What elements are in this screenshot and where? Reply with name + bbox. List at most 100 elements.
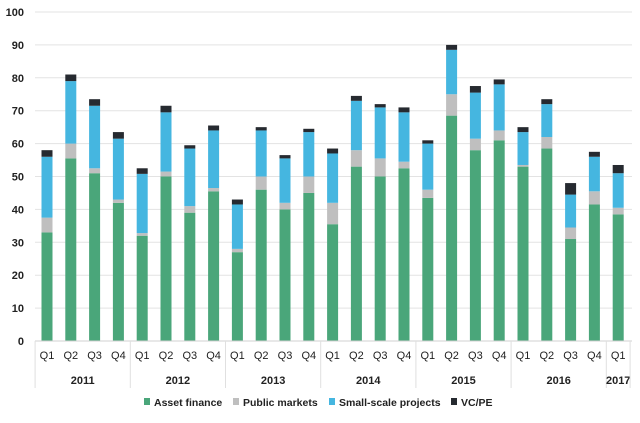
bar-segment-vc-pe (160, 105, 172, 113)
bar-segment-vc-pe (231, 199, 243, 205)
x-tick-label: Q1 (40, 350, 55, 362)
bar-segment-public-markets (112, 199, 124, 203)
bar-segment-small-scale-projects (327, 153, 339, 203)
bar-segment-vc-pe (517, 127, 529, 133)
bar-segment-small-scale-projects (541, 104, 553, 138)
bar-segment-small-scale-projects (398, 112, 410, 162)
bar-segment-asset-finance (279, 209, 291, 341)
bar-segment-asset-finance (612, 214, 624, 341)
bar-segment-small-scale-projects (231, 204, 243, 249)
y-tick-label: 50 (12, 172, 24, 184)
bar-segment-asset-finance (374, 176, 386, 341)
x-tick-label: Q4 (111, 350, 126, 362)
bar-segment-asset-finance (231, 252, 243, 341)
legend-label: Public markets (243, 397, 318, 409)
bar-segment-asset-finance (469, 150, 481, 341)
bar-segment-public-markets (374, 158, 386, 177)
bar-segment-vc-pe (350, 95, 362, 101)
legend-swatch (329, 398, 335, 405)
bar-segment-small-scale-projects (184, 148, 196, 207)
bar-segment-public-markets (398, 161, 410, 169)
legend-swatch (233, 398, 239, 405)
bar-segment-asset-finance (208, 191, 220, 341)
bar-segment-small-scale-projects (588, 156, 600, 192)
bar-segment-asset-finance (255, 189, 267, 341)
y-tick-label: 100 (6, 7, 24, 19)
bar-segment-vc-pe (255, 127, 267, 131)
bar-segment-vc-pe (398, 107, 410, 113)
bar-segment-asset-finance (541, 148, 553, 341)
y-tick-label: 10 (12, 303, 24, 315)
bar-segment-small-scale-projects (565, 194, 577, 228)
bar-segment-asset-finance (41, 232, 53, 341)
bar-segment-small-scale-projects (208, 130, 220, 189)
x-tick-label: Q2 (63, 350, 78, 362)
bar-segment-public-markets (136, 233, 148, 236)
bar-segment-small-scale-projects (136, 173, 148, 234)
bar-segment-small-scale-projects (612, 173, 624, 208)
bar-segment-small-scale-projects (374, 107, 386, 159)
bar-segment-vc-pe (303, 128, 315, 133)
legend-label: VC/PE (461, 397, 493, 409)
bar-segment-public-markets (422, 189, 434, 198)
x-tick-label: Q2 (254, 350, 269, 362)
bar-segment-vc-pe (446, 44, 458, 50)
bar-segment-vc-pe (89, 99, 101, 106)
bar-segment-vc-pe (65, 74, 77, 82)
year-label: 2015 (451, 375, 475, 387)
x-axis: Q1 Q2 Q3 Q4 Q1 Q2 Q3 Q4 Q1 Q2 Q3 Q4 Q1 Q2 Q3 Q4 Q1 Q2 Q3 Q4… (34, 340, 632, 388)
bar-segment-public-markets (303, 176, 315, 193)
year-label: 2017 (606, 375, 630, 387)
bar-segment-asset-finance (493, 140, 505, 341)
y-axis: 0 10 20 30 40 50 60 70 80 90 100 (6, 7, 24, 348)
x-tick-label: Q3 (87, 350, 102, 362)
bar-segment-public-markets (279, 202, 291, 210)
x-tick-label: Q3 (373, 350, 388, 362)
bar-segment-asset-finance (588, 204, 600, 341)
year-label: 2014 (356, 375, 381, 387)
bar-segment-small-scale-projects (303, 132, 315, 177)
bar-segment-small-scale-projects (493, 84, 505, 131)
bar-segment-asset-finance (565, 239, 577, 341)
bar-segment-small-scale-projects (422, 143, 434, 190)
bar-segment-asset-finance (136, 235, 148, 341)
bar-segment-public-markets (493, 130, 505, 141)
bar-segment-public-markets (255, 176, 267, 190)
y-tick-label: 0 (18, 336, 24, 348)
bar-segment-public-markets (612, 207, 624, 215)
x-tick-label: Q4 (587, 350, 602, 362)
bar-segment-asset-finance (446, 115, 458, 341)
x-tick-label: Q1 (611, 350, 626, 362)
bar-segment-vc-pe (41, 150, 53, 157)
bar-segment-small-scale-projects (350, 100, 362, 151)
bar-segment-asset-finance (184, 212, 196, 341)
bar-segment-public-markets (208, 188, 220, 192)
bar-segment-asset-finance (327, 224, 339, 341)
bar-segment-vc-pe (565, 183, 577, 195)
y-tick-label: 70 (12, 106, 24, 118)
bar-segment-vc-pe (588, 151, 600, 157)
bar-segment-public-markets (565, 227, 577, 240)
bar-segment-public-markets (588, 191, 600, 205)
legend-swatch (144, 398, 150, 405)
x-tick-label: Q4 (301, 350, 316, 362)
bar-segment-public-markets (541, 137, 553, 149)
bar-segment-small-scale-projects (255, 130, 267, 177)
year-label: 2011 (71, 375, 95, 387)
bar-segment-vc-pe (279, 155, 291, 159)
x-tick-label: Q1 (325, 350, 340, 362)
bar-segment-small-scale-projects (469, 92, 481, 139)
bar-segment-vc-pe (469, 86, 481, 93)
x-tick-label: Q1 (420, 350, 435, 362)
y-tick-label: 60 (12, 139, 24, 151)
bar-segment-vc-pe (612, 164, 624, 174)
bar-segment-public-markets (160, 171, 172, 177)
bar-segment-asset-finance (422, 197, 434, 341)
bar-segment-vc-pe (541, 99, 553, 105)
legend-label: Small-scale projects (339, 397, 441, 409)
x-tick-label: Q3 (468, 350, 483, 362)
bar-segment-public-markets (65, 143, 77, 159)
x-tick-label: Q4 (492, 350, 507, 362)
y-tick-label: 40 (12, 204, 24, 216)
